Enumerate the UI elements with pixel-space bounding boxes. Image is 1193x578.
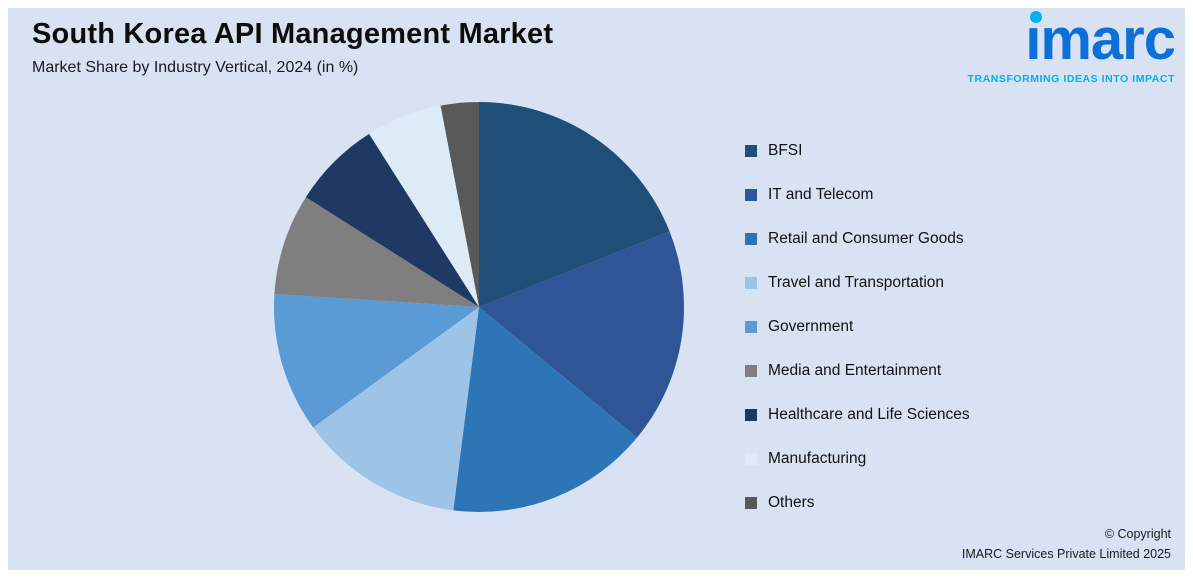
page-subtitle: Market Share by Industry Vertical, 2024 … xyxy=(32,59,359,76)
legend-label-healthcare-and-life-sciences: Healthcare and Life Sciences xyxy=(768,406,970,423)
chart-header: South Korea API Management Market Market… xyxy=(32,18,553,77)
chart-legend: BFSI IT and Telecom Retail and Consumer Go… xyxy=(745,141,970,537)
legend-swatch-others xyxy=(745,497,757,509)
legend-swatch-retail-and-consumer-goods xyxy=(745,233,757,245)
pie-slice-others xyxy=(440,102,479,307)
copyright-line2: IMARC Services Private Limited 2025 xyxy=(961,546,1171,561)
imarc-logo-tagline: TRANSFORMING IDEAS INTO IMPACT xyxy=(967,72,1175,85)
imarc-logo-text: ımarc xyxy=(1025,7,1176,72)
legend-swatch-it-and-telecom xyxy=(745,189,757,201)
legend-label-government: Government xyxy=(768,318,854,335)
copyright-notice: © Copyright IMARC Services Private Limit… xyxy=(962,525,1171,564)
legend-label-others: Others xyxy=(768,494,815,511)
pie-slice-healthcare-and-life-sciences xyxy=(305,133,479,307)
legend-label-manufacturing: Manufacturing xyxy=(768,450,867,467)
legend-item-government: Government xyxy=(745,317,970,337)
legend-item-travel-and-transportation: Travel and Transportation xyxy=(745,273,970,293)
legend-swatch-healthcare-and-life-sciences xyxy=(745,409,757,421)
legend-swatch-government xyxy=(745,321,757,333)
legend-swatch-manufacturing xyxy=(745,453,757,465)
pie-slice-travel-and-transportation xyxy=(313,307,479,511)
legend-item-healthcare-and-life-sciences: Healthcare and Life Sciences xyxy=(745,405,970,425)
imarc-logo: ımarc TRANSFORMING IDEAS INTO IMPACT xyxy=(937,7,1176,85)
legend-label-it-and-telecom: IT and Telecom xyxy=(768,186,874,203)
legend-item-others: Others xyxy=(745,493,970,513)
legend-label-travel-and-transportation: Travel and Transportation xyxy=(768,274,945,291)
legend-label-media-and-entertainment: Media and Entertainment xyxy=(768,362,942,379)
legend-swatch-media-and-entertainment xyxy=(745,365,757,377)
legend-swatch-bfsi xyxy=(745,145,757,157)
legend-item-bfsi: BFSI xyxy=(745,141,970,161)
legend-item-retail-and-consumer-goods: Retail and Consumer Goods xyxy=(745,229,970,249)
pie-chart xyxy=(273,102,684,512)
legend-swatch-travel-and-transportation xyxy=(745,277,757,289)
legend-item-manufacturing: Manufacturing xyxy=(745,449,970,469)
copyright-line1: © Copyright xyxy=(1104,527,1171,542)
pie-slice-bfsi xyxy=(479,102,670,307)
legend-item-it-and-telecom: IT and Telecom xyxy=(745,185,970,205)
legend-label-bfsi: BFSI xyxy=(768,142,803,159)
legend-label-retail-and-consumer-goods: Retail and Consumer Goods xyxy=(768,230,964,247)
pie-slice-manufacturing xyxy=(369,105,479,307)
imarc-logo-dot-icon xyxy=(1030,11,1043,23)
pie-slice-government xyxy=(273,294,479,428)
pie-slice-retail-and-consumer-goods xyxy=(453,307,637,512)
legend-item-media-and-entertainment: Media and Entertainment xyxy=(745,361,970,381)
pie-slice-media-and-entertainment xyxy=(274,197,479,307)
imarc-logo-wordmark: ımarc xyxy=(1025,7,1176,72)
page-title: South Korea API Management Market xyxy=(32,18,554,50)
pie-slice-it-and-telecom xyxy=(479,231,684,438)
